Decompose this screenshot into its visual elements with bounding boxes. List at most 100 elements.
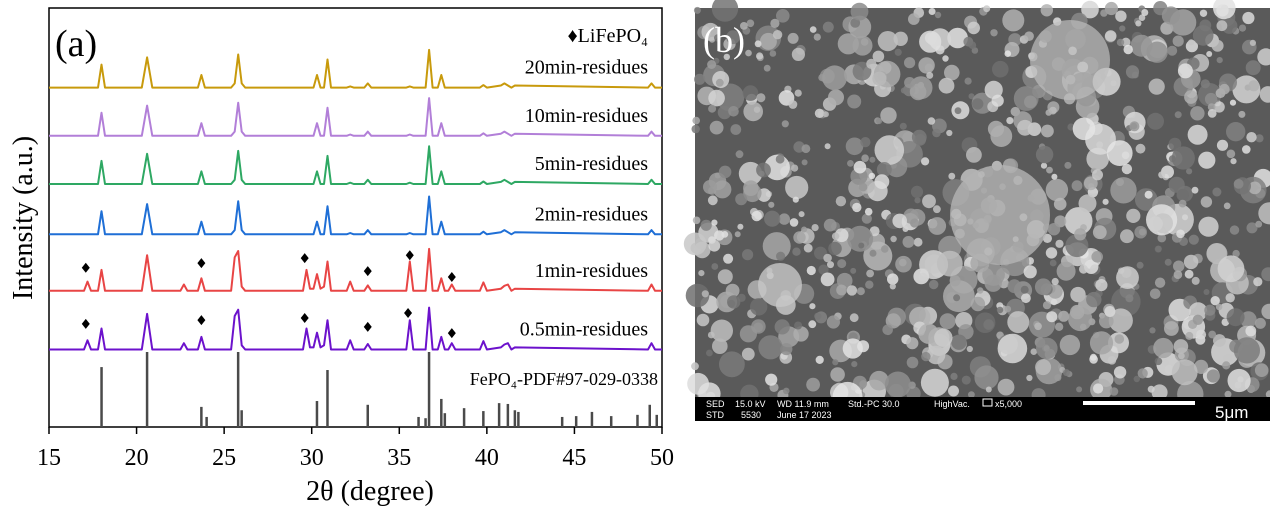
sem-grain	[1034, 322, 1042, 331]
sem-grain	[918, 323, 939, 344]
sem-grain	[1013, 86, 1039, 111]
sem-grain	[1213, 334, 1226, 347]
sem-grain	[869, 249, 877, 257]
sem-grain	[968, 41, 977, 49]
sem-grain	[806, 265, 816, 276]
sem-grain	[1248, 181, 1262, 195]
sem-grain	[1229, 99, 1237, 106]
sem-grain	[692, 216, 701, 225]
sem-grain	[1091, 250, 1103, 263]
sem-grain	[842, 338, 863, 359]
sem-grain	[900, 87, 907, 94]
sem-grain	[858, 182, 868, 192]
sem-grain	[1238, 24, 1247, 32]
sem-grain	[1216, 20, 1228, 32]
sem-grain	[1173, 339, 1189, 354]
sem-grain	[1248, 80, 1260, 92]
sem-info: WD 11.9 mm	[777, 399, 829, 409]
sem-grain	[717, 105, 732, 120]
sem-grain	[1238, 110, 1246, 118]
sem-grain	[1161, 6, 1180, 25]
sem-grain	[990, 29, 998, 37]
sem-grain	[756, 93, 766, 103]
sem-grain	[1050, 298, 1058, 306]
y-axis-label: Intensity (a.u.)	[8, 136, 39, 300]
sem-grain	[1042, 301, 1052, 310]
reference-label: FePO₄-PDF#97-029-0338	[470, 369, 658, 389]
sem-grain	[737, 223, 744, 230]
panel-a: (a) 2θ (degree) Intensity (a.u.) ♦LiFePO…	[8, 7, 674, 507]
sem-grain	[1257, 48, 1270, 66]
sem-grain	[1157, 233, 1167, 243]
sem-grain	[880, 107, 897, 124]
sem-grain	[1149, 288, 1161, 300]
sem-grain	[754, 40, 762, 48]
sem-grain	[711, 263, 719, 270]
sem-grain	[919, 30, 942, 53]
sem-grain	[1047, 223, 1061, 236]
sem-grain	[828, 89, 844, 106]
sem-grain	[885, 313, 901, 329]
sem-grain	[991, 94, 1004, 107]
sem-grain	[1203, 289, 1210, 295]
sem-grain	[1253, 277, 1263, 287]
sem-grain	[949, 275, 961, 287]
sem-grain	[1136, 261, 1144, 269]
sem-grain	[1226, 308, 1245, 327]
sem-grain	[1178, 352, 1185, 360]
sem-grain	[1071, 180, 1083, 192]
sem-grain	[1134, 225, 1147, 239]
sem-grain	[1217, 255, 1245, 283]
sem-grain	[723, 53, 730, 61]
lifepo4-marker	[363, 321, 372, 332]
sem-grains	[683, 0, 1270, 412]
sem-grain	[936, 250, 963, 277]
sem-grain	[718, 165, 732, 179]
sem-info: June 17 2023	[777, 410, 832, 420]
sem-grain	[1187, 124, 1208, 145]
sem-grain	[1224, 390, 1232, 398]
sem-grain	[710, 319, 733, 342]
sem-info: Std.-PC 30.0	[848, 399, 900, 409]
sem-grain	[1114, 334, 1125, 344]
sem-grain	[832, 359, 839, 366]
x-tick-label: 30	[300, 445, 324, 471]
sem-grain	[791, 47, 806, 62]
sem-grain	[1007, 279, 1022, 294]
sem-grain	[1233, 337, 1260, 364]
sem-grain	[950, 165, 1050, 265]
sem-grain	[734, 231, 741, 238]
sem-grain	[717, 269, 733, 285]
sem-info: SED	[706, 399, 725, 409]
xrd-line	[49, 195, 662, 236]
sem-grain	[1254, 363, 1269, 378]
sem-grain	[1133, 375, 1141, 383]
x-tick-label: 50	[650, 445, 674, 471]
sem-grain	[947, 27, 968, 49]
sem-grain	[837, 259, 847, 269]
sem-grain	[828, 241, 842, 256]
sem-grain	[910, 185, 924, 198]
sem-grain	[1064, 161, 1072, 169]
x-axis-label: 2θ (degree)	[306, 476, 434, 507]
sem-grain	[1147, 385, 1155, 393]
sem-grain	[1046, 166, 1053, 174]
sem-grain	[1168, 137, 1182, 151]
sem-grain	[996, 306, 1004, 314]
sem-grain	[906, 356, 919, 369]
sem-grain	[1255, 220, 1263, 228]
sem-grain	[738, 161, 763, 186]
sem-grain	[876, 117, 883, 125]
sem-grain	[1255, 134, 1264, 143]
sem-grain	[775, 154, 785, 164]
sem-grain	[1261, 267, 1270, 282]
sem-grain	[964, 77, 972, 85]
sem-grain	[1154, 245, 1162, 253]
sem-grain	[1160, 21, 1174, 35]
sem-grain	[1207, 109, 1217, 118]
sem-grain	[1212, 187, 1222, 197]
sem-grain	[815, 355, 824, 364]
sem-grain	[693, 241, 711, 259]
sem-grain	[928, 8, 936, 15]
sem-grain	[823, 253, 832, 263]
